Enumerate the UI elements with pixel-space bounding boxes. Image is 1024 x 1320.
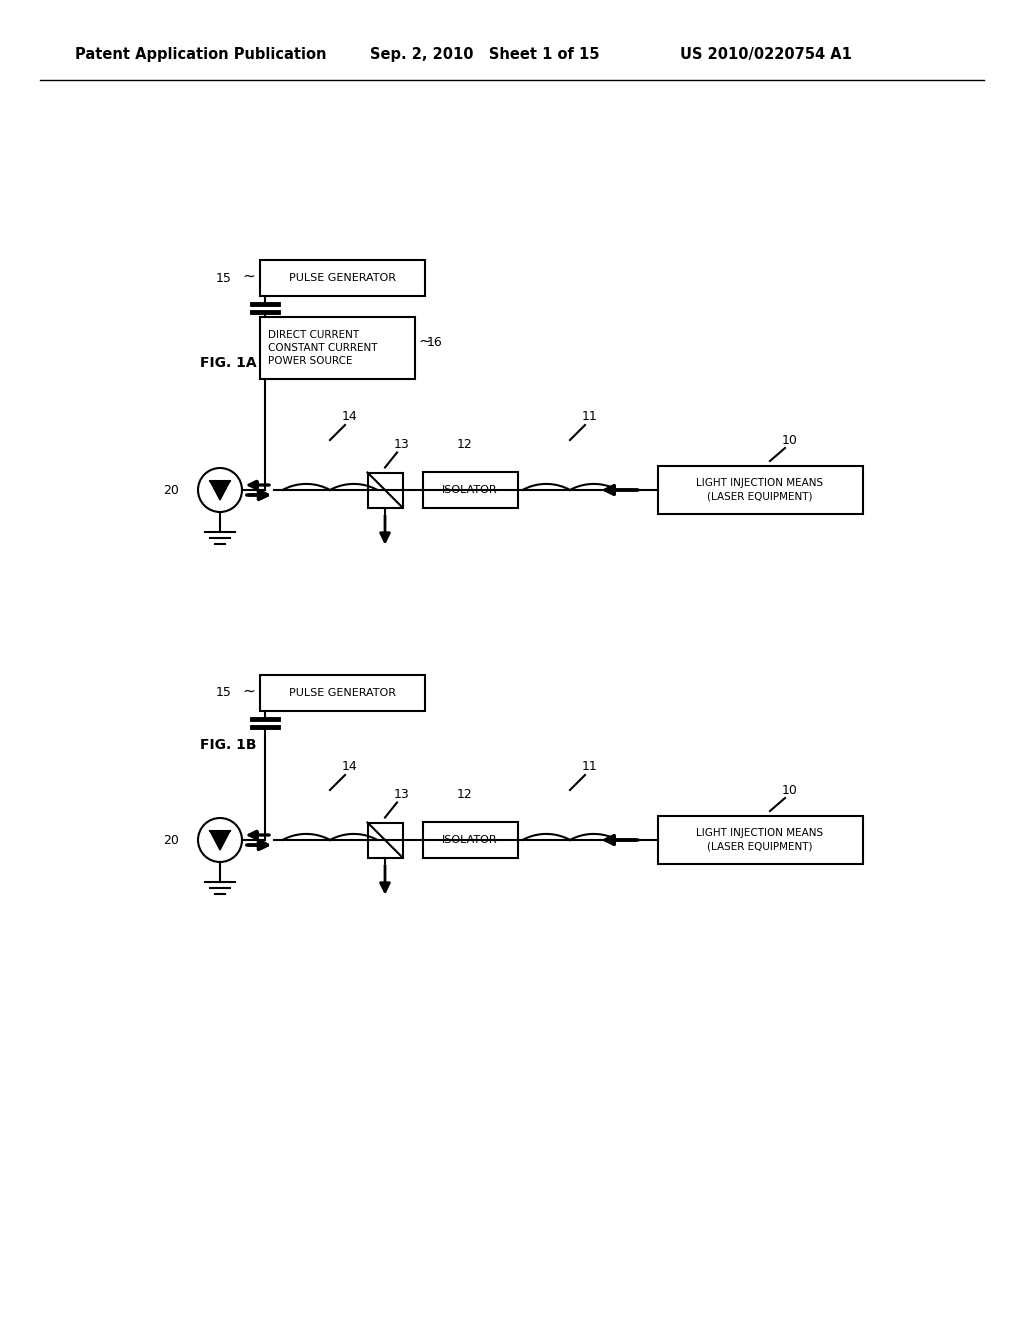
Text: 12: 12 [457, 437, 473, 450]
Polygon shape [210, 832, 230, 850]
Text: PULSE GENERATOR: PULSE GENERATOR [289, 688, 396, 698]
Text: 11: 11 [582, 760, 598, 774]
Text: 10: 10 [782, 784, 798, 796]
Text: 20: 20 [163, 833, 179, 846]
Text: ~: ~ [242, 268, 255, 284]
Text: 12: 12 [457, 788, 473, 800]
Text: 16: 16 [427, 337, 442, 350]
FancyBboxPatch shape [368, 473, 402, 507]
FancyBboxPatch shape [657, 466, 862, 513]
Text: PULSE GENERATOR: PULSE GENERATOR [289, 273, 396, 282]
Text: LIGHT INJECTION MEANS
(LASER EQUIPMENT): LIGHT INJECTION MEANS (LASER EQUIPMENT) [696, 829, 823, 851]
Text: US 2010/0220754 A1: US 2010/0220754 A1 [680, 48, 852, 62]
Text: 10: 10 [782, 433, 798, 446]
FancyBboxPatch shape [368, 822, 402, 858]
Text: 14: 14 [342, 760, 357, 774]
Text: 15: 15 [216, 272, 232, 285]
FancyBboxPatch shape [260, 317, 415, 379]
Text: Sep. 2, 2010   Sheet 1 of 15: Sep. 2, 2010 Sheet 1 of 15 [370, 48, 599, 62]
Text: Patent Application Publication: Patent Application Publication [75, 48, 327, 62]
Text: ISOLATOR: ISOLATOR [442, 484, 498, 495]
Text: ISOLATOR: ISOLATOR [442, 836, 498, 845]
Text: LIGHT INJECTION MEANS
(LASER EQUIPMENT): LIGHT INJECTION MEANS (LASER EQUIPMENT) [696, 478, 823, 502]
FancyBboxPatch shape [260, 675, 425, 711]
Text: 13: 13 [394, 438, 410, 451]
Text: FIG. 1A: FIG. 1A [200, 356, 257, 370]
Text: 15: 15 [216, 686, 232, 700]
FancyBboxPatch shape [657, 816, 862, 865]
Text: 20: 20 [163, 483, 179, 496]
FancyBboxPatch shape [423, 473, 517, 508]
Text: FIG. 1B: FIG. 1B [200, 738, 256, 752]
Polygon shape [210, 480, 230, 500]
Text: 14: 14 [342, 411, 357, 424]
FancyBboxPatch shape [260, 260, 425, 296]
Text: 13: 13 [394, 788, 410, 801]
Text: DIRECT CURRENT
CONSTANT CURRENT
POWER SOURCE: DIRECT CURRENT CONSTANT CURRENT POWER SO… [268, 330, 378, 366]
Text: ~: ~ [418, 334, 431, 348]
FancyBboxPatch shape [423, 822, 517, 858]
Text: ~: ~ [242, 684, 255, 698]
Text: 11: 11 [582, 411, 598, 424]
